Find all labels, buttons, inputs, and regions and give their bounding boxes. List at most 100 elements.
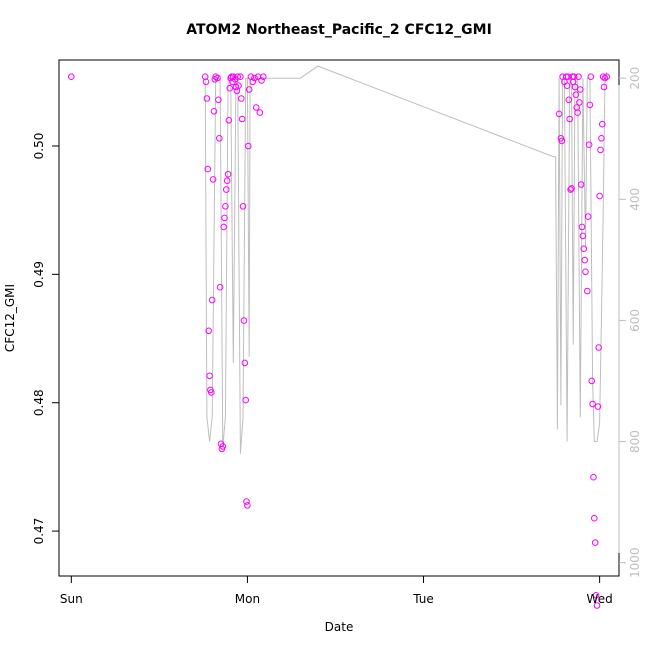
x-tick-label: Tue xyxy=(412,592,434,606)
data-point xyxy=(240,317,248,324)
data-point xyxy=(601,74,609,82)
data-point xyxy=(220,223,227,231)
data-point xyxy=(574,109,581,116)
data-point xyxy=(221,214,228,222)
data-point xyxy=(568,185,575,192)
data-point xyxy=(245,86,253,93)
data-point xyxy=(596,192,603,200)
data-point xyxy=(597,146,604,154)
data-point xyxy=(576,99,583,106)
data-point xyxy=(245,142,252,150)
data-point xyxy=(258,77,265,84)
chart-title: ATOM2 Northeast_Pacific_2 CFC12_GMI xyxy=(186,22,492,38)
y2-axis: 200 400 600 800 1000 xyxy=(618,67,642,578)
data-point xyxy=(206,372,213,380)
data-point xyxy=(239,203,247,210)
y-tick-label: 0.47 xyxy=(32,518,46,545)
data-point xyxy=(216,135,223,142)
x-axis: Sun Mon Tue Wed xyxy=(60,575,613,606)
data-point xyxy=(580,245,588,252)
x-axis-label: Date xyxy=(325,620,354,634)
data-point xyxy=(222,203,229,210)
data-point xyxy=(567,186,574,193)
y-axis: 0.47 0.48 0.49 0.50 xyxy=(32,133,60,545)
data-point xyxy=(563,82,571,89)
data-point xyxy=(235,82,242,89)
data-point xyxy=(577,181,585,188)
data-point xyxy=(571,83,579,91)
data-point xyxy=(226,84,234,92)
data-point xyxy=(572,91,580,98)
y-tick-label: 0.48 xyxy=(32,389,46,416)
y2-tick-label: 1000 xyxy=(628,547,642,578)
data-point xyxy=(215,96,222,104)
data-point xyxy=(558,137,566,145)
data-point xyxy=(565,96,573,104)
data-point xyxy=(595,344,603,351)
data-point xyxy=(209,176,217,183)
data-point xyxy=(578,223,586,231)
data-point xyxy=(591,539,599,546)
data-point xyxy=(585,141,593,148)
data-point xyxy=(242,396,249,404)
data-point xyxy=(216,283,224,291)
y2-tick-label: 400 xyxy=(628,188,642,211)
data-point xyxy=(564,73,572,80)
data-point xyxy=(68,73,75,80)
series-line-layer xyxy=(204,65,608,454)
data-point xyxy=(203,95,211,102)
y-tick-label: 0.49 xyxy=(32,261,46,288)
data-point xyxy=(599,120,606,128)
data-point xyxy=(590,473,597,481)
series-line xyxy=(204,65,608,454)
data-point xyxy=(555,110,563,118)
data-point xyxy=(223,186,230,193)
data-point xyxy=(603,73,611,80)
data-point xyxy=(210,108,218,115)
plot-frame xyxy=(58,59,620,577)
data-point xyxy=(214,74,221,82)
data-point xyxy=(208,296,216,304)
data-point xyxy=(575,73,582,80)
data-point xyxy=(593,602,601,609)
data-point xyxy=(249,78,256,86)
data-point xyxy=(587,73,595,80)
y-axis-label: CFC12_GMI xyxy=(3,284,17,352)
data-point xyxy=(237,73,244,80)
data-point xyxy=(241,359,249,367)
data-point xyxy=(577,86,584,93)
data-point xyxy=(202,78,210,86)
data-point xyxy=(252,104,260,111)
data-point xyxy=(212,73,219,80)
data-point xyxy=(589,400,596,408)
y2-tick-label: 200 xyxy=(628,67,642,90)
data-point xyxy=(223,177,231,184)
data-point xyxy=(594,403,602,410)
data-point xyxy=(251,74,258,82)
data-point xyxy=(581,256,589,264)
data-point xyxy=(225,117,233,124)
data-point xyxy=(584,213,592,220)
series-points-layer xyxy=(68,73,611,609)
data-point xyxy=(224,170,232,178)
data-point xyxy=(204,165,212,173)
data-point xyxy=(591,514,598,522)
data-point xyxy=(208,389,215,396)
data-point xyxy=(586,101,594,109)
data-point xyxy=(598,135,605,142)
data-point xyxy=(584,287,591,295)
data-point xyxy=(260,73,267,80)
data-point xyxy=(592,592,600,599)
y-tick-label: 0.50 xyxy=(32,133,46,160)
data-point xyxy=(205,327,212,335)
data-point xyxy=(244,502,251,509)
y2-tick-label: 800 xyxy=(628,430,642,453)
data-point xyxy=(238,95,245,102)
x-tick-label: Mon xyxy=(235,592,260,606)
data-point xyxy=(579,232,587,240)
data-point xyxy=(566,115,574,123)
data-point xyxy=(243,498,250,505)
data-point xyxy=(570,73,578,80)
x-tick-label: Sun xyxy=(60,592,83,606)
